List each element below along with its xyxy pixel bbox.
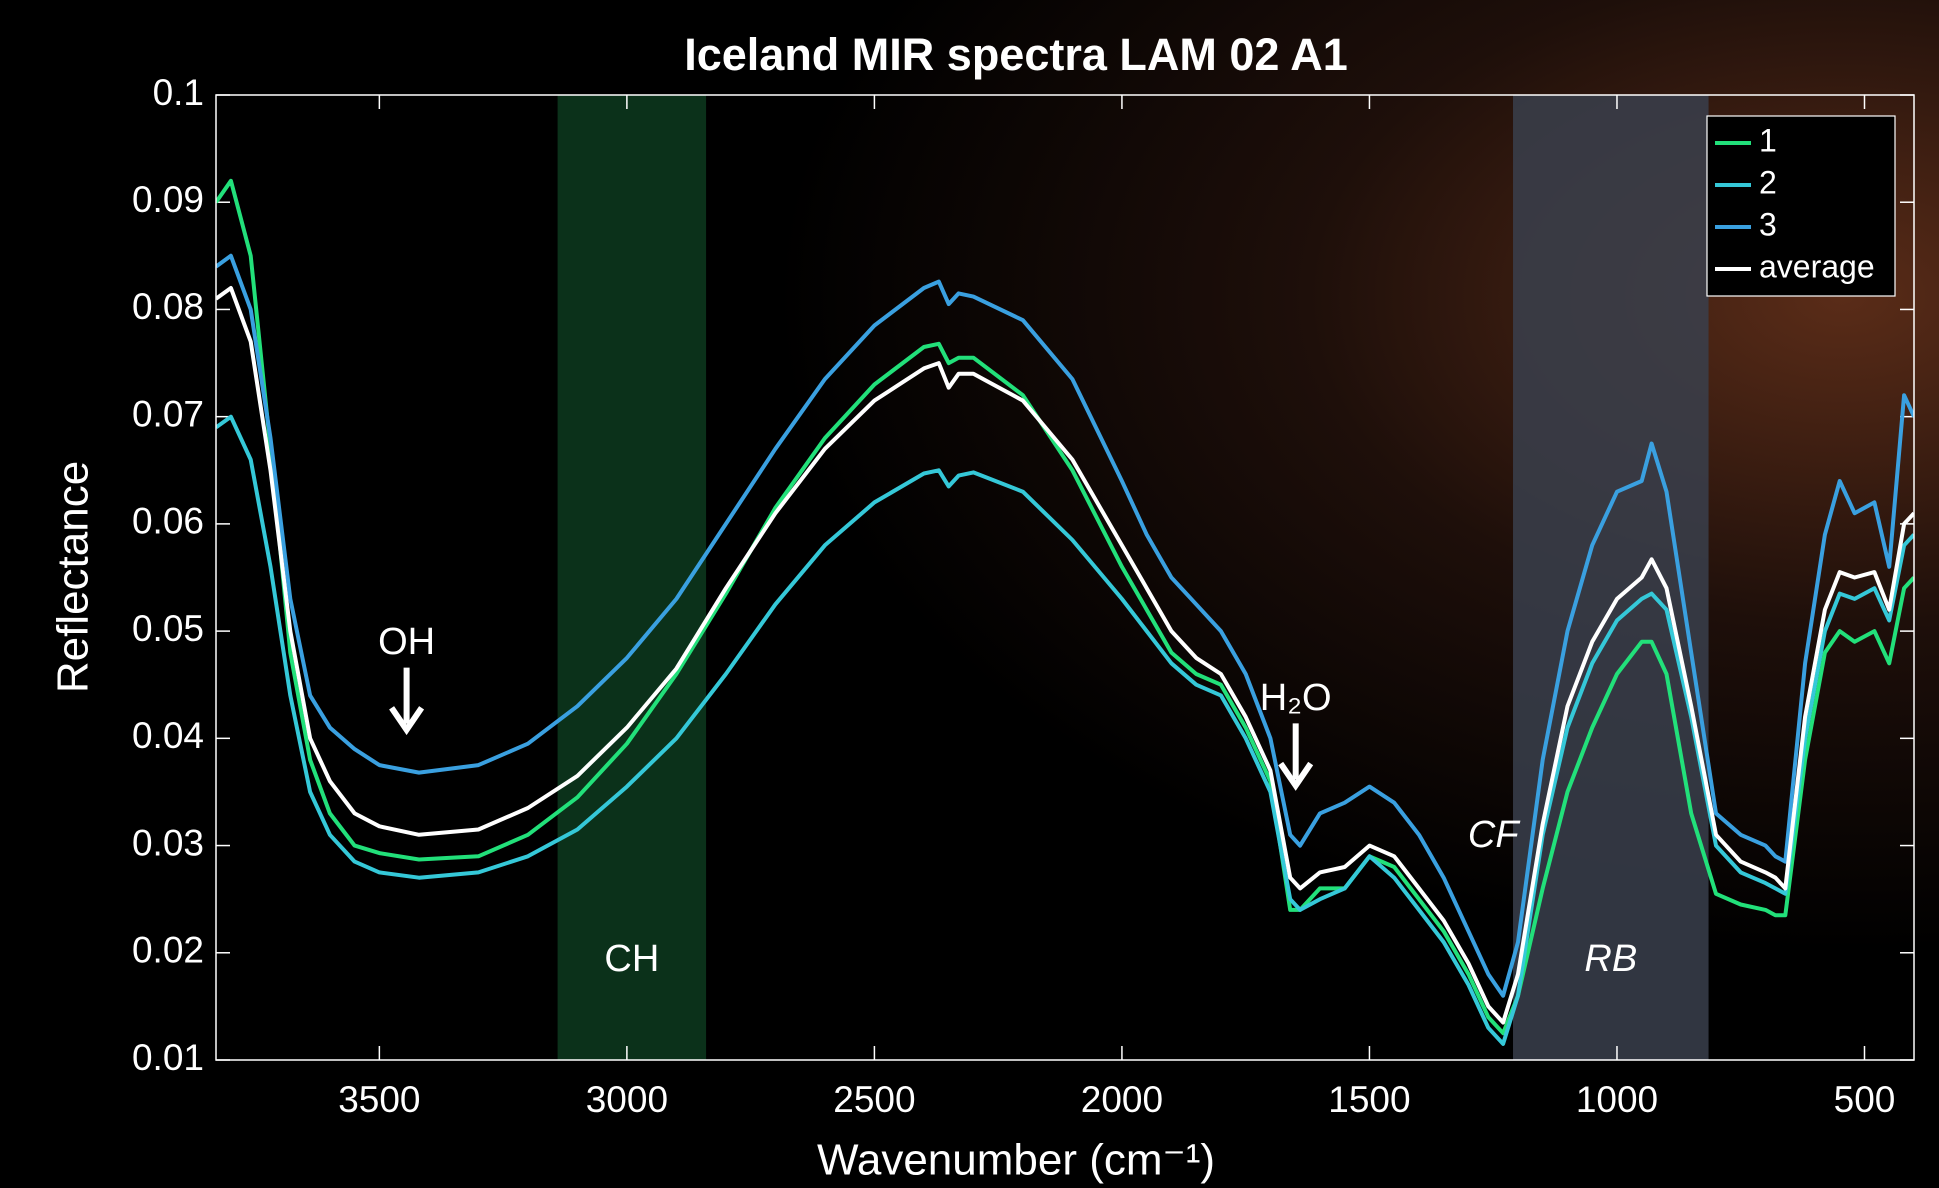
legend-label: 1 (1759, 122, 1777, 158)
y-tick-label: 0.05 (132, 608, 204, 649)
series-line (216, 286, 1914, 1025)
series-line (216, 414, 1914, 1046)
annotation: OH (378, 621, 435, 663)
y-tick-label: 0.06 (132, 501, 204, 542)
annotation: CF (1468, 814, 1520, 856)
region-label: CH (604, 938, 659, 980)
shaded-region (557, 95, 707, 1060)
x-axis-label: Wavenumber (cm⁻¹) (817, 1136, 1215, 1185)
chart-title: Iceland MIR spectra LAM 02 A1 (684, 29, 1348, 80)
region-label: RB (1584, 938, 1637, 980)
y-tick-label: 0.03 (132, 822, 204, 863)
series-line (216, 253, 1914, 998)
axes-box (215, 94, 1915, 1061)
y-tick-label: 0.09 (132, 179, 204, 220)
y-tick-label: 0.08 (132, 286, 204, 327)
y-tick-label: 0.01 (132, 1037, 204, 1078)
shaded-region (1513, 95, 1709, 1060)
x-tick-label: 500 (1834, 1079, 1896, 1120)
y-tick-label: 0.1 (153, 72, 204, 113)
y-tick-label: 0.04 (132, 715, 204, 756)
x-tick-label: 3000 (586, 1079, 668, 1120)
arrow-head (389, 706, 425, 736)
x-tick-label: 3500 (338, 1079, 420, 1120)
legend-label: 3 (1759, 206, 1777, 242)
legend-box (1706, 115, 1896, 297)
x-tick-label: 1500 (1328, 1079, 1410, 1120)
y-tick-label: 0.07 (132, 393, 204, 434)
x-tick-label: 2000 (1081, 1079, 1163, 1120)
arrow-head (1278, 761, 1314, 791)
legend-label: average (1759, 248, 1875, 284)
annotation: H₂O (1260, 677, 1332, 719)
y-axis-label: Reflectance (49, 461, 98, 693)
x-tick-label: 1000 (1576, 1079, 1658, 1120)
legend-label: 2 (1759, 164, 1777, 200)
y-tick-label: 0.02 (132, 930, 204, 971)
x-tick-label: 2500 (833, 1079, 915, 1120)
plot-lines (216, 178, 1914, 1046)
